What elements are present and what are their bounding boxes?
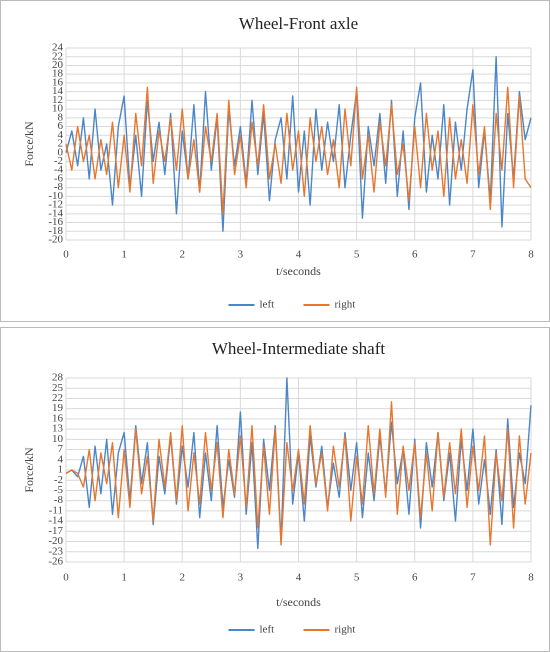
y-tick-label: -11 — [49, 504, 63, 516]
y-tick-label: -26 — [48, 556, 63, 568]
y-tick-label: -2 — [54, 155, 63, 167]
y-tick-label: 8 — [58, 111, 64, 123]
x-tick-label: 0 — [63, 249, 69, 261]
x-tick-label: 6 — [412, 249, 418, 261]
x-tick-label: 1 — [121, 249, 127, 261]
x-tick-label: 8 — [528, 572, 534, 584]
x-tick-label: 8 — [528, 249, 534, 261]
y-axis-title: Force/kN — [22, 447, 36, 493]
y-tick-label: -18 — [48, 225, 63, 237]
y-tick-label: -23 — [48, 545, 63, 557]
legend-label: left — [260, 299, 275, 311]
x-tick-label: 5 — [354, 572, 360, 584]
y-tick-label: 18 — [52, 68, 64, 80]
legend-label: right — [335, 624, 356, 636]
y-tick-label: 28 — [52, 372, 64, 384]
y-tick-label: -4 — [54, 164, 64, 176]
y-tick-label: 0 — [58, 146, 64, 158]
y-tick-label: -20 — [48, 535, 63, 547]
series-line — [65, 401, 532, 546]
y-tick-label: 24 — [52, 42, 64, 54]
x-tick-label: 4 — [296, 249, 302, 261]
x-tick-label: 2 — [180, 249, 186, 261]
y-tick-label: -5 — [54, 484, 64, 496]
y-tick-label: 10 — [52, 433, 64, 445]
y-tick-label: 10 — [52, 103, 64, 115]
y-tick-label: -8 — [54, 494, 64, 506]
y-tick-label: -20 — [48, 234, 63, 246]
y-tick-label: -6 — [54, 172, 64, 184]
y-tick-label: -2 — [54, 474, 63, 486]
x-axis-title: t/seconds — [276, 595, 321, 609]
y-tick-label: 7 — [58, 443, 64, 455]
y-tick-label: 19 — [52, 402, 64, 414]
x-tick-label: 1 — [121, 572, 127, 584]
y-tick-label: -12 — [48, 199, 63, 211]
x-tick-label: 6 — [412, 572, 418, 584]
y-tick-label: 16 — [52, 412, 64, 424]
x-tick-label: 3 — [238, 572, 244, 584]
chart-title: Wheel-Intermediate shaft — [212, 339, 385, 358]
y-axis-title: Force/kN — [22, 121, 36, 167]
y-tick-label: 6 — [58, 120, 64, 132]
y-tick-label: -14 — [48, 207, 63, 219]
y-tick-label: 14 — [52, 85, 64, 97]
series-line — [65, 86, 532, 215]
x-tick-label: 5 — [354, 249, 360, 261]
y-tick-label: -16 — [48, 216, 63, 228]
y-tick-label: 25 — [52, 382, 64, 394]
chart-title: Wheel-Front axle — [239, 14, 358, 33]
y-tick-label: 4 — [58, 129, 64, 141]
x-tick-label: 7 — [470, 572, 476, 584]
y-tick-label: 22 — [52, 392, 63, 404]
y-tick-label: -17 — [48, 525, 63, 537]
legend-label: left — [260, 624, 275, 636]
series-line — [65, 56, 532, 232]
x-axis-title: t/seconds — [276, 264, 321, 278]
y-tick-label: 20 — [52, 59, 64, 71]
legend-label: right — [335, 299, 356, 311]
y-tick-label: 16 — [52, 76, 64, 88]
x-tick-label: 0 — [63, 572, 69, 584]
y-tick-label: 2 — [58, 138, 64, 150]
y-tick-label: 4 — [58, 453, 64, 465]
x-tick-label: 4 — [296, 572, 302, 584]
y-tick-label: -10 — [48, 190, 63, 202]
x-tick-label: 2 — [180, 572, 186, 584]
y-tick-label: 13 — [52, 423, 64, 435]
y-tick-label: -8 — [54, 181, 64, 193]
y-tick-label: 12 — [52, 94, 63, 106]
x-tick-label: 7 — [470, 249, 476, 261]
y-tick-label: 22 — [52, 50, 63, 62]
x-tick-label: 3 — [238, 249, 244, 261]
y-tick-label: -14 — [48, 515, 63, 527]
y-tick-label: 1 — [58, 464, 64, 476]
